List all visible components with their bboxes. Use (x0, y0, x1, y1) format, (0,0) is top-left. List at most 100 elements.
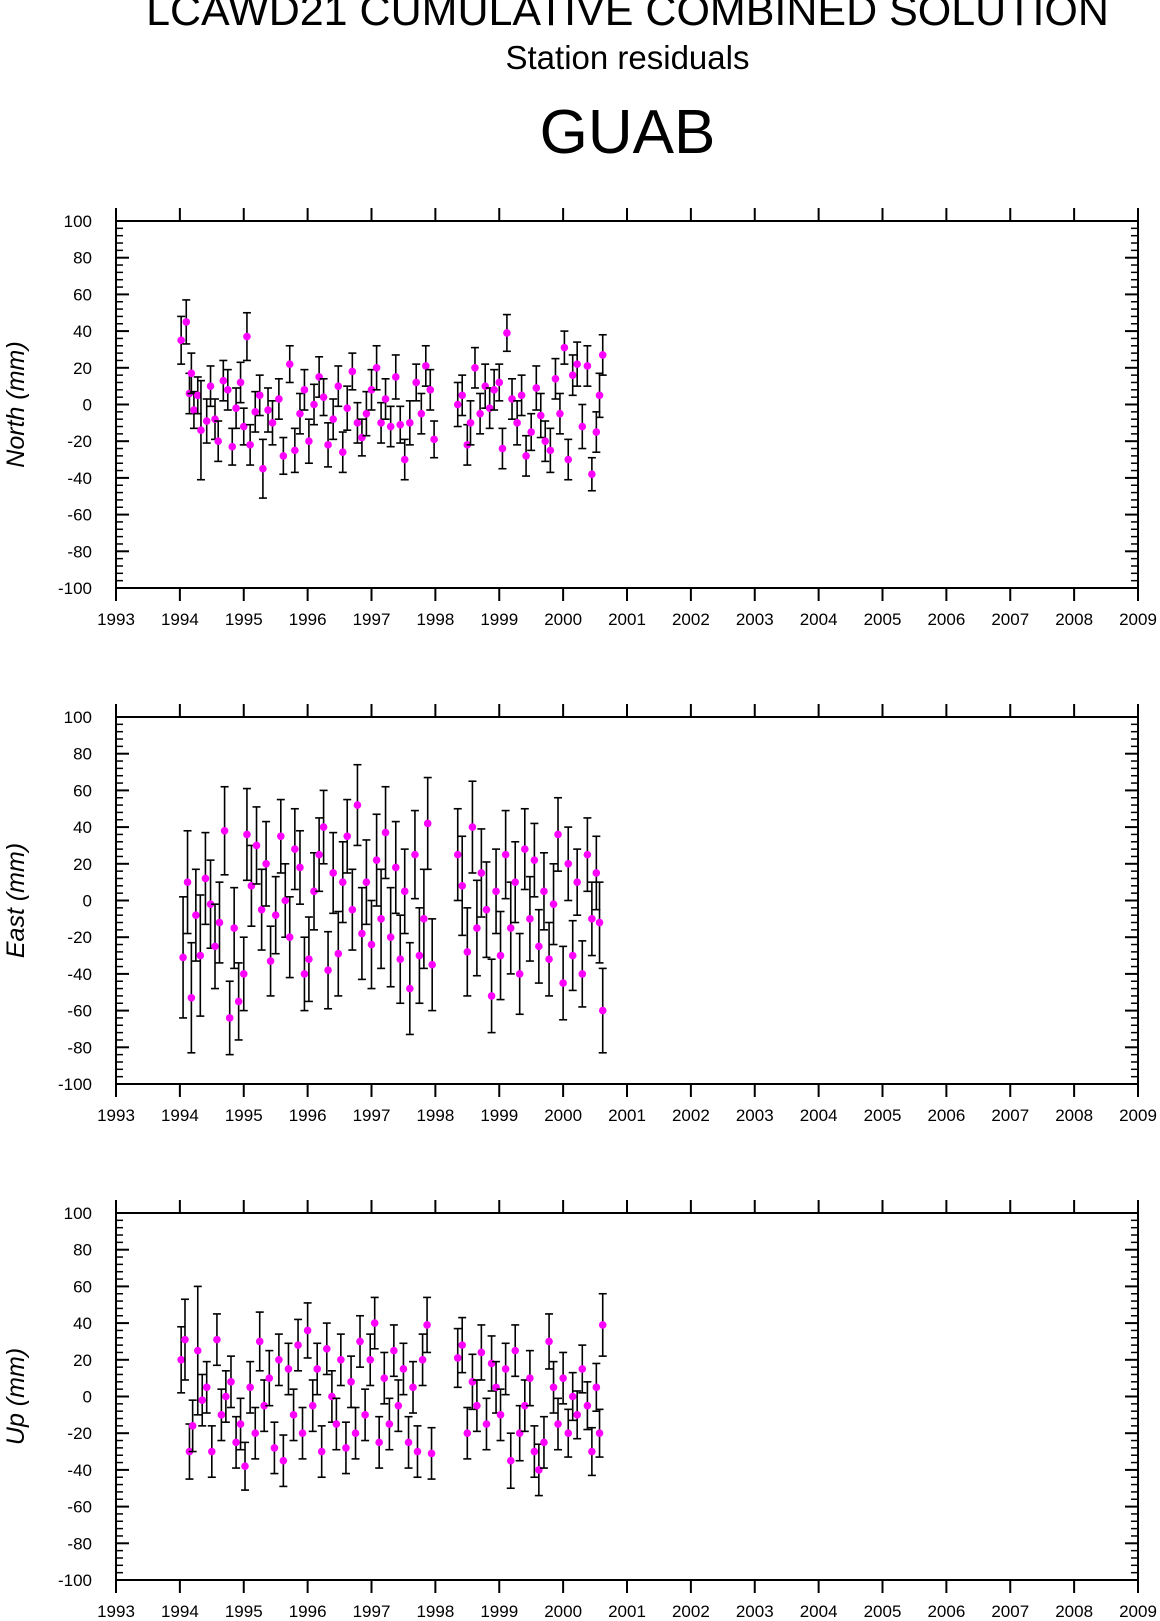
data-point (257, 868, 266, 951)
y-tick-label: -80 (67, 1038, 92, 1057)
residual-marker (308, 1401, 317, 1410)
residual-marker (319, 823, 328, 831)
y-tick-label: -40 (67, 965, 92, 984)
residual-marker (592, 1383, 601, 1392)
residual-marker (458, 1341, 467, 1349)
data-point (322, 1322, 331, 1376)
x-tick-label: 2008 (1055, 610, 1093, 629)
residual-marker (545, 1337, 553, 1346)
data-point (476, 392, 485, 435)
residual-marker (266, 957, 275, 965)
data-point (564, 826, 573, 902)
data-point (228, 427, 237, 466)
residual-marker (377, 915, 385, 923)
residual-marker (208, 1447, 216, 1456)
x-tick-label: 2008 (1055, 1602, 1093, 1621)
residual-marker (177, 336, 185, 345)
residual-marker (303, 1326, 312, 1335)
residual-marker (342, 1444, 350, 1452)
y-tick-label: 0 (83, 1388, 92, 1407)
residual-marker (206, 382, 215, 390)
y-tick-label: -60 (67, 1002, 92, 1021)
residual-marker (187, 993, 196, 1002)
residual-marker (386, 422, 395, 431)
data-point (482, 861, 491, 959)
residual-marker (181, 1335, 189, 1344)
data-point (463, 1406, 472, 1460)
residual-marker (236, 1420, 245, 1428)
residual-marker (517, 391, 526, 400)
residual-marker (294, 1341, 302, 1349)
data-point (193, 1285, 202, 1416)
data-point (485, 387, 494, 430)
data-point (515, 932, 524, 1016)
data-point (549, 863, 558, 946)
residual-marker (291, 845, 299, 853)
data-point (578, 940, 587, 1008)
residual-marker (490, 386, 498, 394)
residual-marker (353, 419, 362, 427)
x-tick-label: 2003 (736, 1602, 774, 1621)
data-point (370, 1296, 379, 1350)
residual-marker (223, 386, 232, 394)
x-tick-label: 2000 (544, 1106, 582, 1125)
data-point (324, 930, 333, 1010)
residual-marker (222, 1392, 230, 1401)
residual-marker (270, 1444, 279, 1452)
residual-marker (546, 446, 555, 455)
x-tick-label: 1996 (289, 610, 327, 629)
residual-marker (578, 970, 587, 978)
residual-marker (198, 1396, 207, 1404)
data-point (530, 1425, 539, 1479)
x-tick-label: 2004 (800, 1106, 838, 1125)
data-point (265, 1349, 274, 1407)
data-point (400, 848, 409, 935)
data-point (421, 344, 430, 387)
residual-marker (257, 905, 266, 914)
residual-marker (578, 422, 587, 431)
data-point (453, 381, 462, 428)
y-axis-label: North (mm) (2, 341, 30, 467)
residual-marker (588, 915, 596, 923)
residual-marker (201, 874, 210, 883)
residual-marker (367, 386, 376, 394)
x-tick-label: 2001 (608, 1106, 646, 1125)
residual-marker (177, 1356, 185, 1364)
residual-marker (458, 391, 467, 400)
data-point (554, 1397, 563, 1451)
residual-marker (259, 464, 267, 473)
data-point (508, 378, 517, 420)
x-tick-label: 1993 (97, 1106, 135, 1125)
data-point (409, 1360, 418, 1414)
residual-marker (453, 400, 462, 409)
residual-marker (358, 433, 366, 442)
data-point (252, 806, 261, 885)
data-point (239, 936, 248, 1012)
data-point (303, 1302, 312, 1359)
data-point (468, 780, 477, 874)
data-point (332, 1397, 341, 1451)
residual-marker (329, 415, 337, 423)
data-point (304, 418, 313, 465)
data-point (595, 881, 604, 964)
residual-marker (192, 911, 200, 919)
data-point (587, 1426, 596, 1477)
data-point (598, 333, 607, 376)
data-point (258, 438, 267, 499)
data-point (201, 831, 210, 926)
residual-marker (473, 924, 481, 932)
data-point (372, 813, 381, 907)
data-point (502, 313, 511, 353)
data-point (294, 1318, 303, 1372)
residual-marker (319, 393, 328, 401)
data-point (492, 848, 501, 935)
residual-marker (377, 419, 385, 427)
data-point (394, 1379, 403, 1433)
data-point (187, 941, 196, 1054)
residual-marker (573, 878, 581, 886)
residual-marker (213, 1335, 221, 1344)
data-point (187, 352, 196, 395)
data-point (458, 374, 467, 417)
residual-marker (515, 970, 524, 978)
residual-marker (598, 1321, 607, 1329)
